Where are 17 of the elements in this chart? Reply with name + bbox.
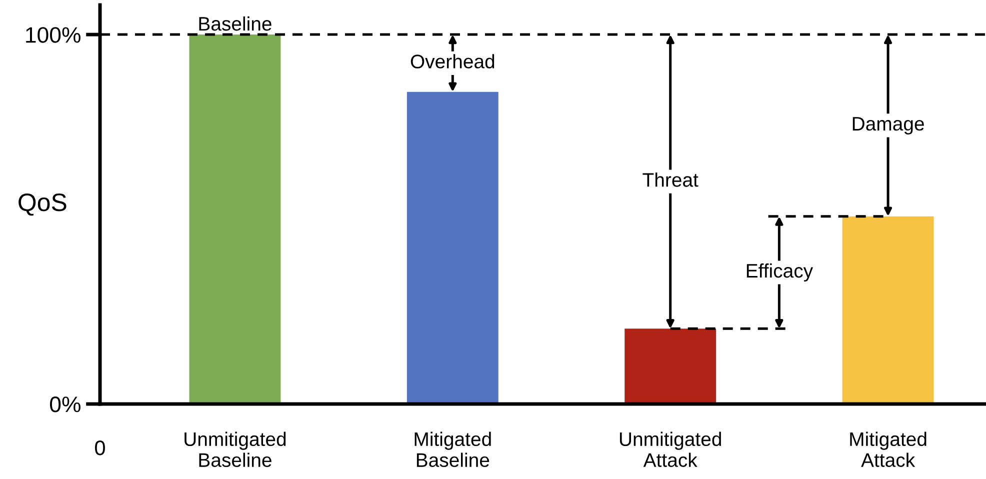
x-tick-label: Mitigated Attack (850, 432, 926, 468)
y-axis-title: QoS (18, 194, 66, 216)
bar (189, 34, 281, 404)
text: 0 (95, 440, 105, 456)
annotation: Baseline (199, 16, 272, 31)
bar (406, 92, 498, 404)
y-tick-label: 0% (50, 396, 80, 412)
annotation: Efficacy (746, 263, 814, 282)
annotation: Overhead (410, 54, 494, 68)
annotation: Damage (852, 117, 924, 134)
bar (624, 328, 716, 404)
bar (842, 216, 934, 404)
x-tick-label: Unmitigated Attack (620, 432, 721, 468)
x-tick-label: Mitigated Baseline (414, 432, 491, 468)
annotation: Threat (642, 172, 698, 187)
x-tick-label: Unmitigated Baseline (184, 432, 286, 468)
y-tick-label: 100% (26, 27, 80, 43)
